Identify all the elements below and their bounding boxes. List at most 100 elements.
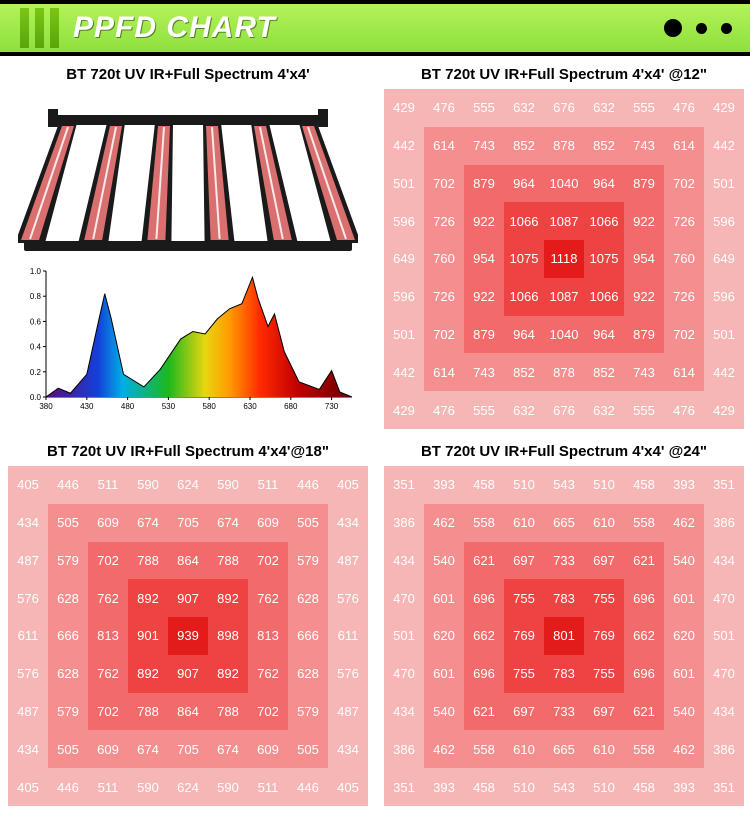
heatmap-cell: 576 xyxy=(328,655,368,693)
heatmap-cell: 922 xyxy=(464,278,504,316)
heatmap-cell: 898 xyxy=(208,617,248,655)
heatmap-cell: 393 xyxy=(424,768,464,806)
heatmap-cell: 487 xyxy=(8,693,48,731)
heatmap-cell: 788 xyxy=(128,542,168,580)
panel-title-18: BT 720t UV IR+Full Spectrum 4'x4'@18" xyxy=(8,443,368,460)
heatmap-cell: 621 xyxy=(464,542,504,580)
heatmap-cell: 674 xyxy=(208,504,248,542)
heatmap-cell: 470 xyxy=(384,655,424,693)
heatmap-cell: 878 xyxy=(544,127,584,165)
heatmap-cell: 601 xyxy=(424,655,464,693)
heatmap-cell: 922 xyxy=(624,278,664,316)
panel-heatmap-24: BT 720t UV IR+Full Spectrum 4'x4' @24" 3… xyxy=(376,433,750,810)
heatmap-cell: 788 xyxy=(128,693,168,731)
heatmap-cell: 632 xyxy=(584,391,624,429)
heatmap-cell: 649 xyxy=(384,240,424,278)
heatmap-12: 4294765556326766325554764294426147438528… xyxy=(384,89,744,429)
heatmap-24: 3513934585105435104583933513864625586106… xyxy=(384,466,744,806)
heatmap-cell: 879 xyxy=(464,316,504,354)
heatmap-cell: 501 xyxy=(384,165,424,203)
heatmap-cell: 666 xyxy=(48,617,88,655)
heatmap-cell: 733 xyxy=(544,542,584,580)
svg-text:430: 430 xyxy=(80,402,94,411)
panel-title-12: BT 720t UV IR+Full Spectrum 4'x4' @12" xyxy=(384,66,744,83)
heatmap-cell: 558 xyxy=(624,504,664,542)
heatmap-cell: 964 xyxy=(584,316,624,354)
heatmap-cell: 697 xyxy=(584,693,624,731)
page-title: PPFD CHART xyxy=(73,11,276,45)
heatmap-cell: 1087 xyxy=(544,202,584,240)
heatmap-cell: 351 xyxy=(704,466,744,504)
heatmap-cell: 762 xyxy=(248,579,288,617)
header-bar: PPFD CHART xyxy=(0,0,750,56)
heatmap-cell: 762 xyxy=(248,655,288,693)
heatmap-cell: 610 xyxy=(584,730,624,768)
svg-text:630: 630 xyxy=(243,402,257,411)
heatmap-cell: 762 xyxy=(88,579,128,617)
heatmap-cell: 852 xyxy=(584,127,624,165)
heatmap-cell: 510 xyxy=(584,768,624,806)
heatmap-cell: 726 xyxy=(424,278,464,316)
heatmap-cell: 696 xyxy=(464,579,504,617)
heatmap-cell: 596 xyxy=(384,278,424,316)
heatmap-cell: 596 xyxy=(704,202,744,240)
heatmap-cell: 446 xyxy=(288,768,328,806)
heatmap-cell: 907 xyxy=(168,655,208,693)
svg-text:680: 680 xyxy=(284,402,298,411)
heatmap-cell: 434 xyxy=(328,504,368,542)
heatmap-cell: 614 xyxy=(424,127,464,165)
heatmap-cell: 901 xyxy=(128,617,168,655)
heatmap-cell: 864 xyxy=(168,693,208,731)
heatmap-cell: 434 xyxy=(704,693,744,731)
heatmap-cell: 788 xyxy=(208,693,248,731)
heatmap-cell: 621 xyxy=(624,542,664,580)
heatmap-cell: 590 xyxy=(128,768,168,806)
heatmap-cell: 697 xyxy=(584,542,624,580)
heatmap-cell: 702 xyxy=(248,542,288,580)
heatmap-cell: 852 xyxy=(584,353,624,391)
heatmap-cell: 697 xyxy=(504,542,544,580)
heatmap-cell: 386 xyxy=(384,730,424,768)
svg-text:530: 530 xyxy=(162,402,176,411)
svg-text:0.0: 0.0 xyxy=(30,393,42,402)
heatmap-cell: 743 xyxy=(624,127,664,165)
heatmap-cell: 434 xyxy=(328,730,368,768)
heatmap-cell: 543 xyxy=(544,768,584,806)
heatmap-cell: 676 xyxy=(544,89,584,127)
heatmap-cell: 620 xyxy=(664,617,704,655)
heatmap-cell: 762 xyxy=(88,655,128,693)
grow-light-illustration xyxy=(18,95,358,265)
heatmap-cell: 922 xyxy=(464,202,504,240)
heatmap-cell: 892 xyxy=(128,655,168,693)
heatmap-cell: 611 xyxy=(328,617,368,655)
heatmap-cell: 705 xyxy=(168,730,208,768)
heatmap-cell: 470 xyxy=(384,579,424,617)
chart-grid: BT 720t UV IR+Full Spectrum 4'x4' 0.00.2… xyxy=(0,56,750,810)
heatmap-cell: 624 xyxy=(168,768,208,806)
heatmap-cell: 487 xyxy=(8,542,48,580)
heatmap-cell: 1075 xyxy=(584,240,624,278)
heatmap-cell: 702 xyxy=(424,165,464,203)
heatmap-cell: 801 xyxy=(544,617,584,655)
heatmap-cell: 628 xyxy=(48,655,88,693)
heatmap-cell: 813 xyxy=(248,617,288,655)
heatmap-cell: 696 xyxy=(624,655,664,693)
heatmap-cell: 462 xyxy=(424,504,464,542)
heatmap-cell: 458 xyxy=(464,466,504,504)
heatmap-cell: 442 xyxy=(704,127,744,165)
heatmap-cell: 674 xyxy=(128,504,168,542)
heatmap-cell: 632 xyxy=(584,89,624,127)
heatmap-cell: 702 xyxy=(664,316,704,354)
heatmap-cell: 769 xyxy=(584,617,624,655)
heatmap-cell: 964 xyxy=(504,165,544,203)
heatmap-cell: 852 xyxy=(504,353,544,391)
heatmap-cell: 405 xyxy=(328,466,368,504)
heatmap-cell: 511 xyxy=(248,768,288,806)
heatmap-cell: 621 xyxy=(464,693,504,731)
heatmap-cell: 555 xyxy=(464,89,504,127)
svg-text:580: 580 xyxy=(203,402,217,411)
heatmap-cell: 1066 xyxy=(504,278,544,316)
heatmap-cell: 386 xyxy=(704,730,744,768)
heatmap-cell: 760 xyxy=(664,240,704,278)
heatmap-cell: 621 xyxy=(624,693,664,731)
